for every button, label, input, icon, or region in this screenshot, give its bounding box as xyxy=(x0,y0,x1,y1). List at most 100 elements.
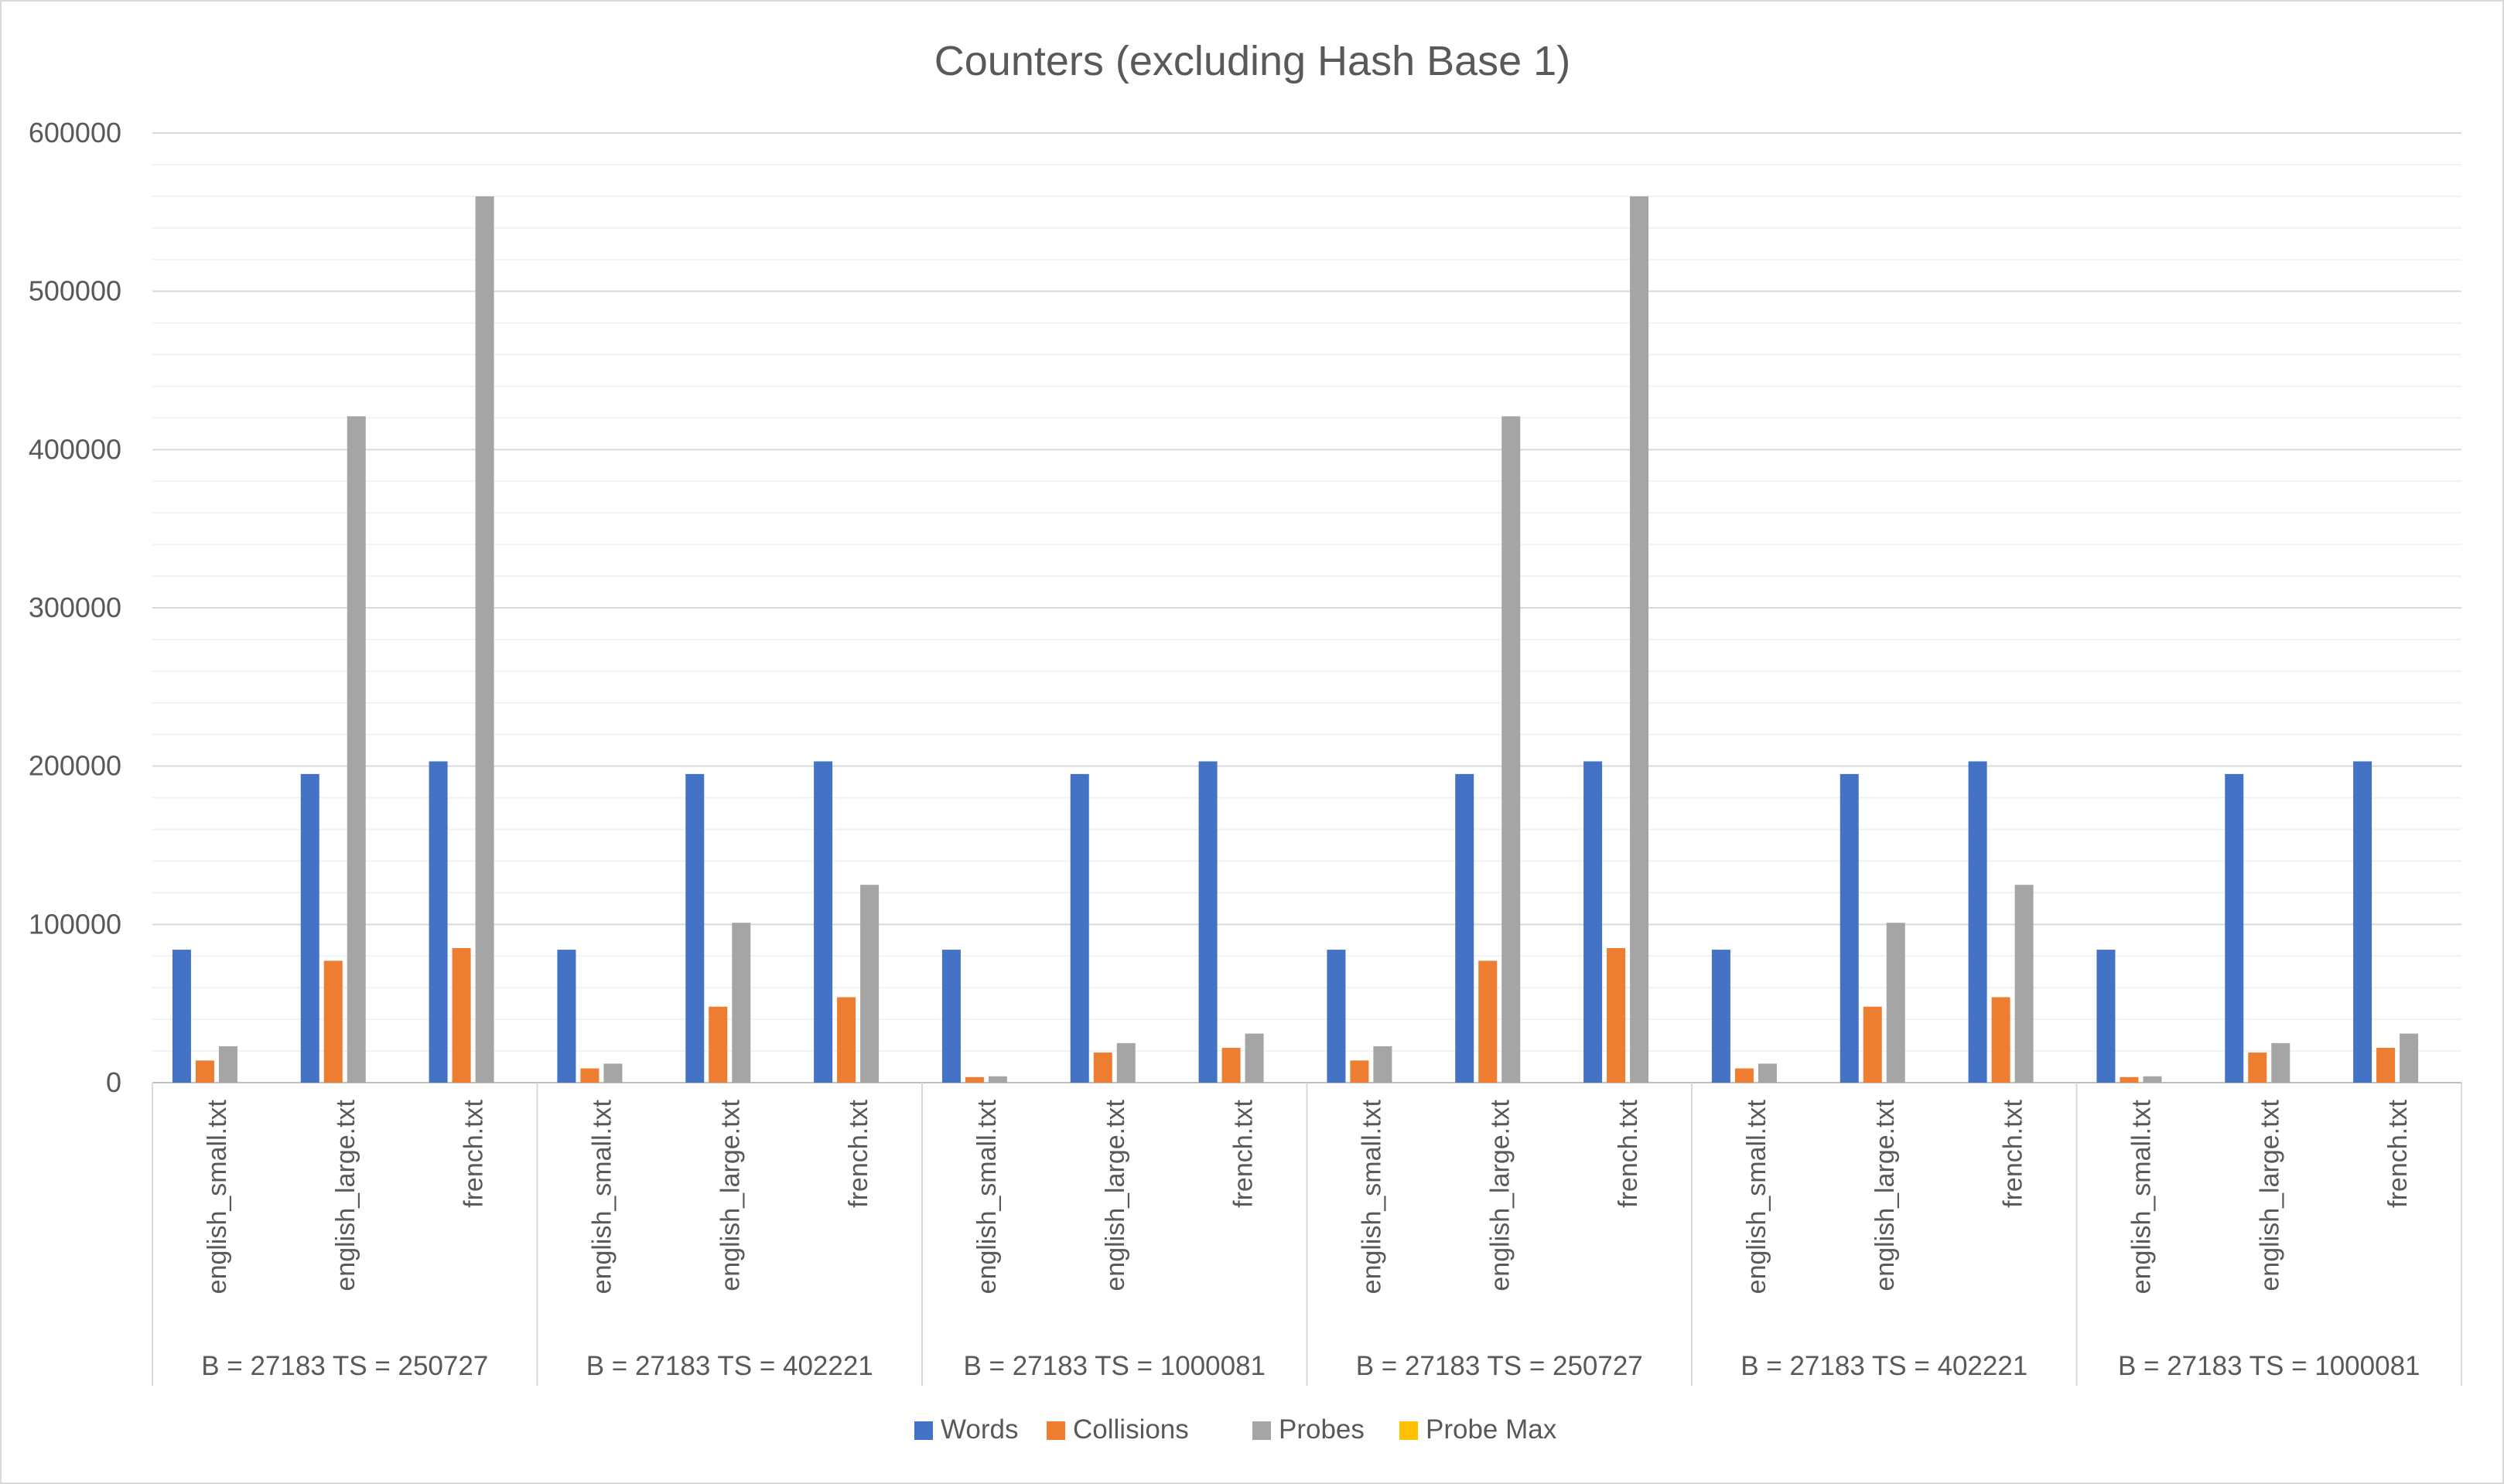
axes xyxy=(152,1082,2462,1386)
category-label: english_large.txt xyxy=(1101,1099,1130,1291)
bar-collisions xyxy=(580,1068,600,1083)
bar-probes xyxy=(1373,1046,1392,1083)
bar-words xyxy=(1198,761,1218,1083)
legend-label: Collisions xyxy=(1073,1414,1189,1445)
bar-collisions xyxy=(195,1060,214,1083)
y-tick-label: 300000 xyxy=(29,592,121,623)
bar-collisions xyxy=(452,948,471,1083)
bar-collisions xyxy=(1607,948,1626,1083)
bar-words xyxy=(300,773,319,1083)
bar-words xyxy=(2096,950,2116,1083)
bar-collisions xyxy=(2248,1052,2267,1083)
bar-probes xyxy=(603,1063,623,1083)
bar-collisions xyxy=(1221,1047,1241,1083)
bar-collisions xyxy=(965,1076,984,1083)
bar-words xyxy=(2225,773,2244,1083)
legend-swatch-collisions xyxy=(1047,1421,1065,1440)
bar-words xyxy=(2353,761,2372,1083)
bar-words xyxy=(557,950,576,1083)
legend-label: Words xyxy=(941,1414,1019,1445)
bar-probes xyxy=(2271,1042,2290,1083)
bar-collisions xyxy=(1478,960,1498,1083)
bar-probes xyxy=(860,885,880,1083)
bar-probes xyxy=(1245,1033,1264,1083)
bar-probes xyxy=(218,1046,237,1083)
category-label: french.txt xyxy=(1999,1099,2028,1207)
chart-title: Counters (excluding Hash Base 1) xyxy=(934,38,1570,84)
bar-words xyxy=(1327,950,1346,1083)
legend-swatch-probe-max xyxy=(1399,1421,1418,1440)
bar-words xyxy=(1070,773,1089,1083)
category-label: french.txt xyxy=(2383,1099,2413,1207)
bar-collisions xyxy=(2120,1076,2139,1083)
axis-labels: 0 100000 200000 300000 400000 500000 600000 eng… xyxy=(29,117,2420,1381)
bar-probes xyxy=(1758,1063,1777,1083)
bar-words xyxy=(1583,761,1603,1083)
gridlines xyxy=(152,132,2461,1052)
bar-collisions xyxy=(1991,997,2010,1083)
y-tick-label: 200000 xyxy=(29,750,121,782)
group-label: B = 27183 TS = 402221 xyxy=(586,1351,873,1381)
group-label: B = 27183 TS = 250727 xyxy=(1356,1351,1643,1381)
bar-words xyxy=(172,950,191,1083)
bar-collisions xyxy=(837,997,856,1083)
legend-swatch-words xyxy=(914,1421,933,1440)
bar-words xyxy=(1711,950,1730,1083)
bar-probes xyxy=(2143,1076,2162,1083)
bar-words xyxy=(685,773,705,1083)
group-label: B = 27183 TS = 1000081 xyxy=(2118,1351,2420,1381)
bar-collisions xyxy=(323,960,343,1083)
category-label: english_small.txt xyxy=(972,1099,1002,1294)
bar-probes xyxy=(347,416,366,1083)
category-label: english_large.txt xyxy=(331,1099,360,1291)
legend: Words Collisions Probes Probe Max xyxy=(914,1414,1557,1445)
bar-collisions xyxy=(1734,1068,1754,1083)
legend-swatch-probes xyxy=(1252,1421,1271,1440)
bar-probes xyxy=(988,1076,1007,1083)
group-label: B = 27183 TS = 402221 xyxy=(1741,1351,2027,1381)
bar-collisions xyxy=(1093,1052,1112,1083)
bar-words xyxy=(941,950,961,1083)
category-label: english_small.txt xyxy=(1742,1099,1771,1294)
category-label: french.txt xyxy=(459,1099,489,1207)
group-label: B = 27183 TS = 250727 xyxy=(201,1351,488,1381)
legend-label: Probes xyxy=(1279,1414,1365,1445)
bar-probes xyxy=(475,196,494,1083)
category-label: english_large.txt xyxy=(2255,1099,2284,1291)
y-tick-label: 600000 xyxy=(29,117,121,148)
category-label: english_small.txt xyxy=(2127,1099,2156,1294)
category-label: english_small.txt xyxy=(587,1099,617,1294)
bar-collisions xyxy=(1350,1060,1369,1083)
bar-probes xyxy=(1630,196,1649,1083)
bar-words xyxy=(814,761,833,1083)
bars xyxy=(172,196,2419,1083)
category-label: english_large.txt xyxy=(1870,1099,1900,1291)
bar-words xyxy=(1840,773,1859,1083)
category-label: french.txt xyxy=(844,1099,873,1207)
legend-label: Probe Max xyxy=(1426,1414,1557,1445)
bar-probes xyxy=(2400,1033,2419,1083)
bar-probes xyxy=(732,923,751,1083)
category-label: french.txt xyxy=(1614,1099,1643,1207)
category-label: english_large.txt xyxy=(716,1099,745,1291)
bar-words xyxy=(1455,773,1474,1083)
bar-probes xyxy=(2014,885,2034,1083)
bar-probes xyxy=(1886,923,1905,1083)
bar-collisions xyxy=(2376,1047,2396,1083)
bar-words xyxy=(1968,761,1987,1083)
y-tick-label: 400000 xyxy=(29,433,121,465)
y-tick-label: 0 xyxy=(106,1066,121,1098)
y-tick-label: 100000 xyxy=(29,908,121,940)
category-label: english_small.txt xyxy=(203,1099,232,1294)
category-label: english_large.txt xyxy=(1485,1099,1515,1291)
y-tick-label: 500000 xyxy=(29,275,121,307)
group-label: B = 27183 TS = 1000081 xyxy=(963,1351,1266,1381)
category-label: english_small.txt xyxy=(1357,1099,1386,1294)
bar-probes xyxy=(1116,1042,1136,1083)
category-label: french.txt xyxy=(1229,1099,1259,1207)
bar-probes xyxy=(1501,416,1521,1083)
bar-collisions xyxy=(1863,1006,1882,1083)
bar-words xyxy=(429,761,448,1083)
